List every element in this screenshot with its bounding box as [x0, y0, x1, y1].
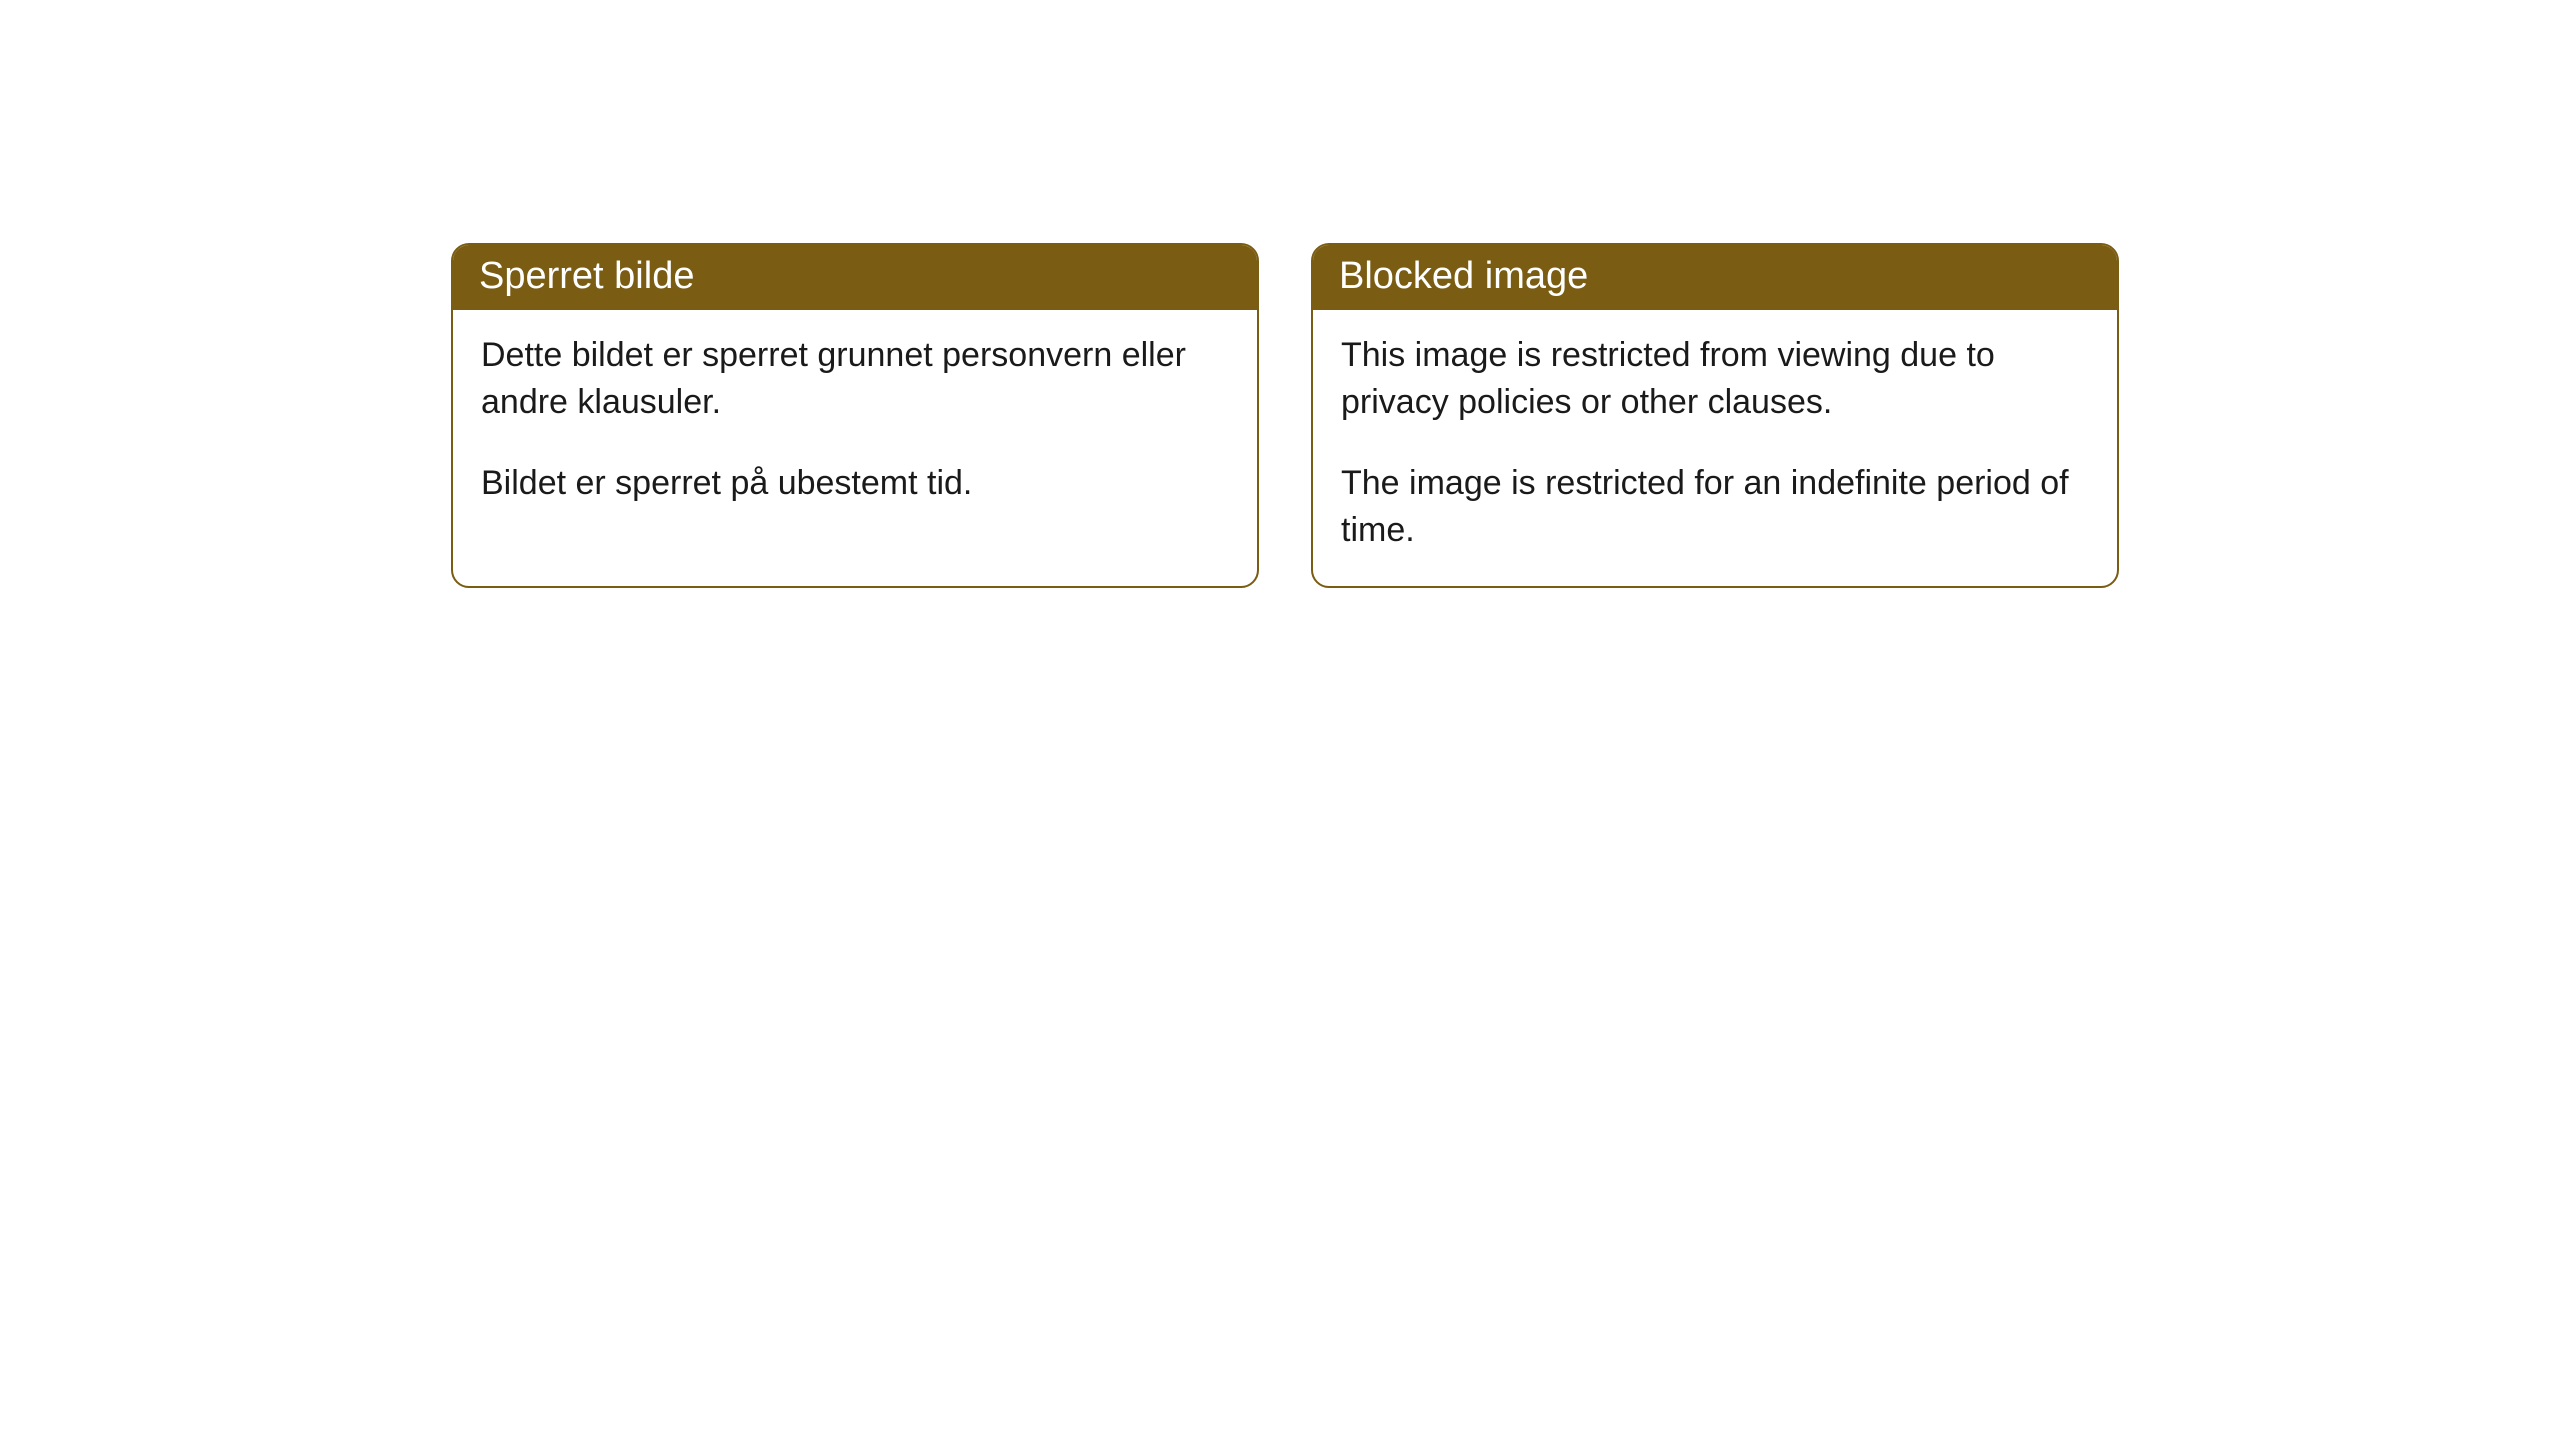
notice-header: Sperret bilde [453, 245, 1257, 310]
notice-header: Blocked image [1313, 245, 2117, 310]
notice-container: Sperret bilde Dette bildet er sperret gr… [0, 0, 2560, 588]
notice-paragraph: The image is restricted for an indefinit… [1341, 460, 2089, 554]
notice-card-english: Blocked image This image is restricted f… [1311, 243, 2119, 588]
notice-body: This image is restricted from viewing du… [1313, 310, 2117, 586]
notice-body: Dette bildet er sperret grunnet personve… [453, 310, 1257, 539]
notice-paragraph: Dette bildet er sperret grunnet personve… [481, 332, 1229, 426]
notice-card-norwegian: Sperret bilde Dette bildet er sperret gr… [451, 243, 1259, 588]
notice-paragraph: This image is restricted from viewing du… [1341, 332, 2089, 426]
notice-paragraph: Bildet er sperret på ubestemt tid. [481, 460, 1229, 507]
